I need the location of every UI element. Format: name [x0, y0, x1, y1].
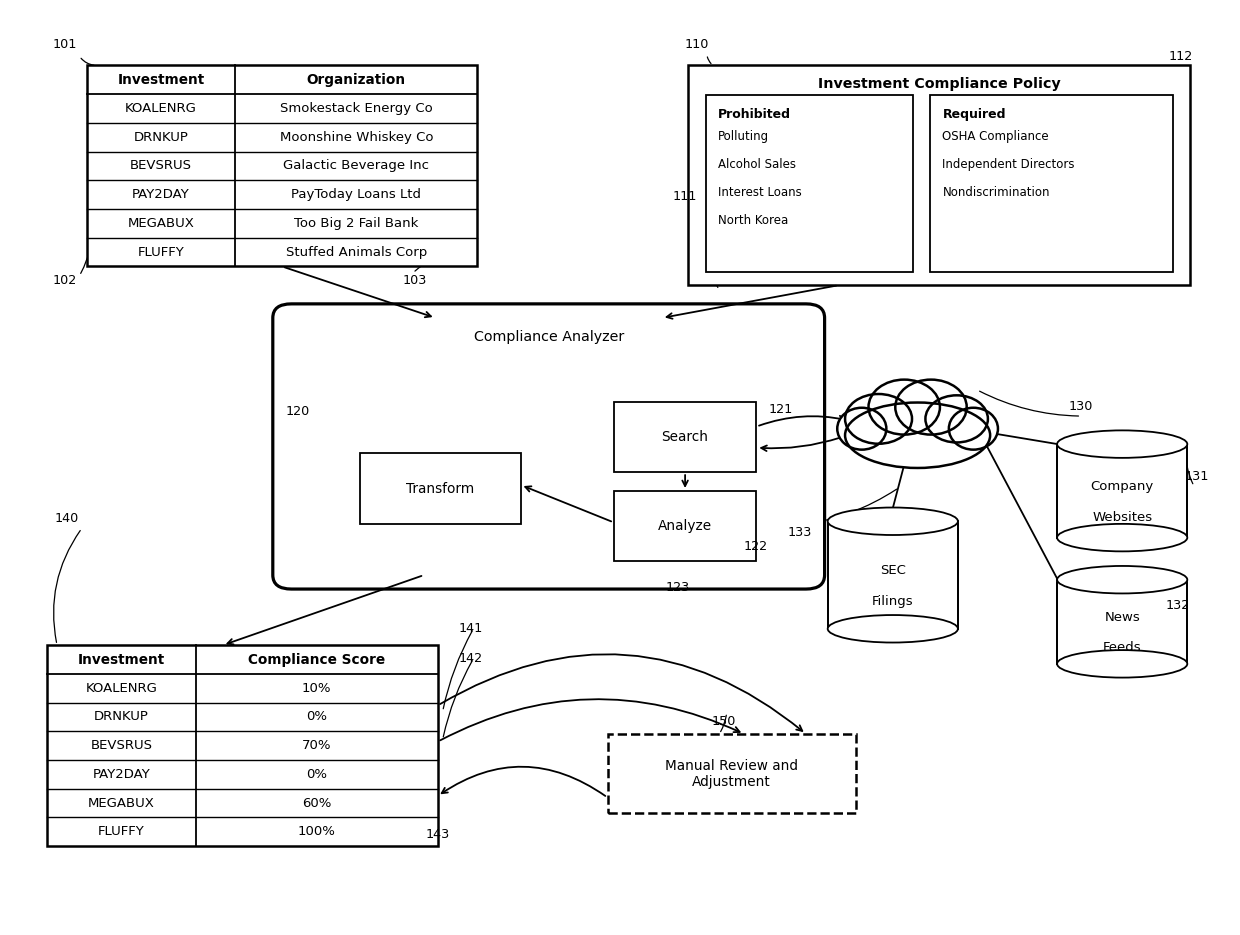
Ellipse shape	[925, 396, 988, 442]
Ellipse shape	[868, 380, 940, 435]
Text: BEVSRUS: BEVSRUS	[91, 740, 153, 752]
Text: Moonshine Whiskey Co: Moonshine Whiskey Co	[279, 131, 433, 144]
Bar	[47, 645, 438, 846]
Bar	[706, 95, 913, 272]
Ellipse shape	[949, 408, 998, 450]
Text: Interest Loans: Interest Loans	[718, 186, 802, 199]
Text: Investment Compliance Policy: Investment Compliance Policy	[818, 78, 1060, 91]
Bar	[688, 65, 1190, 285]
Text: 103: 103	[403, 274, 428, 287]
Text: 142: 142	[459, 652, 482, 665]
Ellipse shape	[895, 380, 967, 435]
Text: 60%: 60%	[303, 797, 331, 810]
Text: Alcohol Sales: Alcohol Sales	[718, 158, 796, 171]
Text: Investment: Investment	[78, 653, 165, 667]
Text: DRNKUP: DRNKUP	[94, 711, 149, 724]
Text: 102: 102	[52, 274, 77, 287]
Bar	[614, 402, 756, 472]
Ellipse shape	[1058, 430, 1188, 458]
Text: Transform: Transform	[405, 482, 475, 496]
Bar	[930, 95, 1173, 272]
Text: 0%: 0%	[306, 768, 327, 781]
Bar	[608, 734, 856, 813]
Ellipse shape	[827, 615, 957, 642]
Text: Independent Directors: Independent Directors	[942, 158, 1075, 171]
Bar	[1058, 580, 1188, 664]
Bar	[614, 491, 756, 561]
Bar	[360, 453, 521, 524]
Text: News: News	[1105, 611, 1140, 624]
Text: DRNKUP: DRNKUP	[134, 131, 188, 144]
Text: 141: 141	[459, 622, 484, 635]
Text: KOALENRG: KOALENRG	[125, 102, 197, 115]
Text: 121: 121	[769, 403, 794, 416]
Ellipse shape	[837, 408, 887, 450]
Text: Compliance Analyzer: Compliance Analyzer	[474, 330, 624, 343]
Text: KOALENRG: KOALENRG	[86, 682, 157, 695]
Text: Compliance Score: Compliance Score	[248, 653, 386, 667]
Bar	[87, 65, 477, 266]
Text: 122: 122	[744, 540, 768, 554]
Ellipse shape	[1058, 566, 1188, 594]
Text: 100%: 100%	[298, 826, 336, 839]
Text: FLUFFY: FLUFFY	[98, 826, 145, 839]
FancyBboxPatch shape	[273, 304, 825, 589]
Text: Polluting: Polluting	[718, 130, 769, 143]
Text: Analyze: Analyze	[658, 519, 712, 533]
Text: SEC: SEC	[880, 564, 905, 577]
Text: Search: Search	[662, 430, 708, 444]
Text: Investment: Investment	[118, 73, 205, 87]
Text: Smokestack Energy Co: Smokestack Energy Co	[280, 102, 433, 115]
Text: 150: 150	[712, 715, 737, 728]
Text: MEGABUX: MEGABUX	[88, 797, 155, 810]
Ellipse shape	[827, 508, 957, 535]
Text: 140: 140	[55, 512, 79, 525]
Text: 110: 110	[684, 38, 709, 51]
Text: 10%: 10%	[301, 682, 331, 695]
Text: PayToday Loans Ltd: PayToday Loans Ltd	[291, 188, 422, 201]
Text: 101: 101	[52, 38, 77, 51]
Text: 130: 130	[1069, 400, 1094, 413]
Text: North Korea: North Korea	[718, 214, 789, 227]
Bar	[1058, 444, 1188, 538]
Text: 123: 123	[666, 581, 691, 594]
Text: 131: 131	[1184, 470, 1209, 483]
Text: Nondiscrimination: Nondiscrimination	[942, 186, 1050, 199]
Bar	[828, 522, 957, 628]
Text: Galactic Beverage Inc: Galactic Beverage Inc	[283, 160, 429, 172]
Text: Feeds: Feeds	[1102, 641, 1142, 654]
Text: Company: Company	[1090, 480, 1154, 493]
Text: PAY2DAY: PAY2DAY	[93, 768, 150, 781]
Text: 0%: 0%	[306, 711, 327, 724]
Ellipse shape	[846, 402, 990, 468]
Text: Too Big 2 Fail Bank: Too Big 2 Fail Bank	[294, 217, 419, 230]
Ellipse shape	[1058, 650, 1188, 678]
Ellipse shape	[846, 394, 913, 444]
Text: 143: 143	[425, 827, 450, 841]
Text: OSHA Compliance: OSHA Compliance	[942, 130, 1049, 143]
Text: Filings: Filings	[872, 595, 914, 608]
Text: PAY2DAY: PAY2DAY	[133, 188, 190, 201]
Text: Prohibited: Prohibited	[718, 108, 791, 121]
Text: Stuffed Animals Corp: Stuffed Animals Corp	[285, 246, 427, 259]
Text: Organization: Organization	[306, 73, 405, 87]
Text: Websites: Websites	[1092, 511, 1152, 524]
Text: 120: 120	[285, 405, 310, 418]
Text: BEVSRUS: BEVSRUS	[130, 160, 192, 172]
Text: 132: 132	[1166, 599, 1190, 612]
Text: Manual Review and
Adjustment: Manual Review and Adjustment	[665, 758, 799, 789]
Text: 111: 111	[672, 190, 697, 203]
Text: 70%: 70%	[301, 740, 331, 752]
Text: 133: 133	[787, 526, 812, 539]
Text: 112: 112	[1168, 50, 1193, 63]
Text: Required: Required	[942, 108, 1006, 121]
Ellipse shape	[1058, 524, 1188, 552]
Text: MEGABUX: MEGABUX	[128, 217, 195, 230]
Text: FLUFFY: FLUFFY	[138, 246, 185, 259]
